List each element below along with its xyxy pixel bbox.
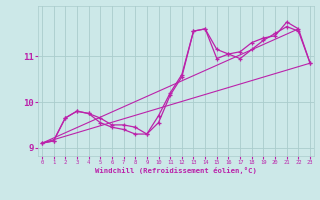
X-axis label: Windchill (Refroidissement éolien,°C): Windchill (Refroidissement éolien,°C) [95, 167, 257, 174]
